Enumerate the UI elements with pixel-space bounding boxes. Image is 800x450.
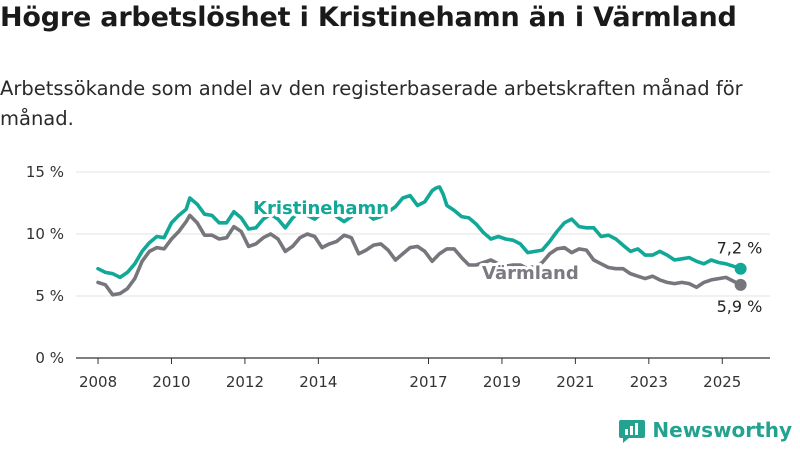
- y-tick-label: 0 %: [35, 349, 64, 367]
- x-tick-label: 2019: [483, 373, 521, 391]
- series-label-kristinehamn: Kristinehamn: [253, 198, 389, 219]
- x-tick-label: 2014: [299, 373, 337, 391]
- x-tick-label: 2008: [79, 373, 117, 391]
- newsworthy-logo: Newsworthy: [618, 416, 792, 444]
- x-tick-label: 2023: [630, 373, 668, 391]
- series-line-kristinehamn: [96, 185, 743, 280]
- series-label-halo: Kristinehamn: [253, 198, 389, 219]
- series-label-halo: Värmland: [482, 263, 579, 284]
- x-tick-label: 2017: [409, 373, 447, 391]
- x-tick-label: 2012: [226, 373, 264, 391]
- grid-lines: [76, 171, 770, 297]
- brand-name: Newsworthy: [652, 418, 792, 442]
- series-label-varmland: Värmland: [482, 263, 579, 284]
- x-tick-label: 2021: [556, 373, 594, 391]
- axes: 0 % 5 % 10 % 15 % 2008 2010 2012 2014 2017 2019 20…: [26, 163, 770, 391]
- y-tick-label: 10 %: [26, 225, 64, 243]
- series-lines: [96, 185, 747, 297]
- chart-title: Högre arbetslöshet i Kristinehamn än i V…: [0, 2, 737, 33]
- newsworthy-icon: [619, 420, 646, 443]
- y-tick-label: 5 %: [35, 287, 64, 305]
- chart-subtitle: Arbetssökande som andel av den registerb…: [0, 77, 743, 130]
- end-label-kristinehamn: 7,2 %: [717, 239, 763, 258]
- series-line-varmland: [96, 213, 743, 297]
- x-tick-label: 2025: [703, 373, 741, 391]
- x-tick-label: 2010: [152, 373, 190, 391]
- series-labels: KristinehamnKristinehamnVärmlandVärmland…: [250, 195, 763, 316]
- y-tick-label: 15 %: [26, 163, 64, 181]
- end-point-kristinehamn: [734, 262, 747, 275]
- end-point-varmland: [734, 278, 747, 291]
- end-label-varmland: 5,9 %: [717, 297, 763, 316]
